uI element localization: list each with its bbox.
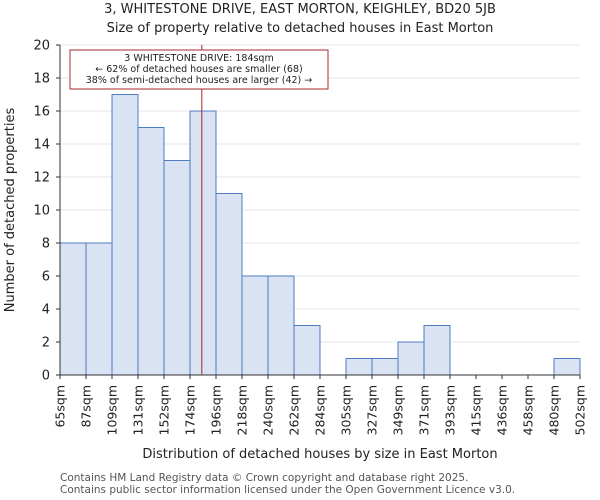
x-tick-label: 436sqm bbox=[495, 385, 510, 435]
x-tick-label: 196sqm bbox=[209, 385, 224, 435]
x-tick-label: 371sqm bbox=[417, 385, 432, 435]
y-tick-label: 20 bbox=[33, 39, 50, 54]
y-tick-label: 8 bbox=[42, 237, 50, 252]
bar-87sqm bbox=[85, 242, 113, 376]
footer-line-2: Contains public sector information licen… bbox=[60, 484, 516, 496]
bar-174sqm bbox=[189, 110, 217, 376]
y-tick-label: 2 bbox=[42, 336, 50, 351]
bar-480sqm bbox=[553, 358, 581, 376]
annotation-line-2: ← 62% of detached houses are smaller (68… bbox=[95, 64, 302, 75]
y-axis: 0 2 4 6 8 10 12 14 16 18 20 bbox=[33, 39, 61, 384]
x-tick-label: 458sqm bbox=[521, 385, 536, 435]
y-tick-label: 16 bbox=[33, 105, 50, 120]
x-tick-label: 262sqm bbox=[287, 385, 302, 435]
y-tick-label: 10 bbox=[33, 204, 50, 219]
bar-240sqm bbox=[267, 275, 295, 376]
bar-218sqm bbox=[241, 275, 269, 376]
x-tick-label: 131sqm bbox=[131, 385, 146, 435]
y-axis-label: Number of detached properties bbox=[3, 108, 18, 313]
x-tick-label: 152sqm bbox=[157, 385, 172, 435]
y-tick-label: 12 bbox=[33, 171, 50, 186]
annotation-line-1: 3 WHITESTONE DRIVE: 184sqm bbox=[124, 53, 273, 64]
x-tick-label: 480sqm bbox=[547, 385, 562, 435]
bar-series bbox=[59, 94, 581, 376]
x-tick-label: 174sqm bbox=[183, 385, 198, 435]
x-tick-label: 218sqm bbox=[235, 385, 250, 435]
bar-65sqm bbox=[59, 242, 87, 376]
x-tick-label: 502sqm bbox=[573, 385, 588, 435]
x-tick-label: 415sqm bbox=[469, 385, 484, 435]
x-tick-label: 109sqm bbox=[105, 385, 120, 435]
y-tick-label: 4 bbox=[42, 303, 50, 318]
x-tick-label: 305sqm bbox=[339, 385, 354, 435]
annotation-line-3: 38% of semi-detached houses are larger (… bbox=[86, 75, 313, 86]
y-tick-label: 14 bbox=[33, 138, 50, 153]
x-tick-label: 393sqm bbox=[443, 385, 458, 435]
bar-349sqm bbox=[397, 341, 425, 376]
bar-305sqm bbox=[345, 358, 373, 376]
x-tick-label: 284sqm bbox=[313, 385, 328, 435]
bar-371sqm bbox=[423, 325, 451, 376]
y-tick-label: 6 bbox=[42, 270, 50, 285]
annotation-box: 3 WHITESTONE DRIVE: 184sqm ← 62% of deta… bbox=[69, 49, 329, 90]
y-tick-label: 18 bbox=[33, 72, 50, 87]
x-tick-label: 65sqm bbox=[53, 385, 68, 428]
chart-subtitle: Size of property relative to detached ho… bbox=[106, 21, 494, 36]
bar-327sqm bbox=[371, 358, 399, 376]
bar-196sqm bbox=[215, 193, 243, 376]
bar-131sqm bbox=[137, 127, 165, 376]
x-axis: 65sqm 87sqm 109sqm 131sqm 152sqm 174sqm 196sqm… bbox=[53, 374, 588, 435]
x-tick-label: 240sqm bbox=[261, 385, 276, 435]
footer-line-1: Contains HM Land Registry data © Crown c… bbox=[60, 472, 469, 484]
chart-title: 3, WHITESTONE DRIVE, EAST MORTON, KEIGHL… bbox=[104, 2, 496, 17]
y-tick-label: 0 bbox=[42, 369, 50, 384]
bar-109sqm bbox=[111, 94, 139, 376]
x-axis-label: Distribution of detached houses by size … bbox=[142, 447, 497, 462]
x-tick-label: 349sqm bbox=[391, 385, 406, 435]
x-tick-label: 87sqm bbox=[79, 385, 94, 428]
x-tick-label: 327sqm bbox=[365, 385, 380, 435]
bar-262sqm bbox=[293, 325, 321, 376]
annotation-border bbox=[69, 49, 329, 90]
bar-152sqm bbox=[163, 160, 191, 376]
